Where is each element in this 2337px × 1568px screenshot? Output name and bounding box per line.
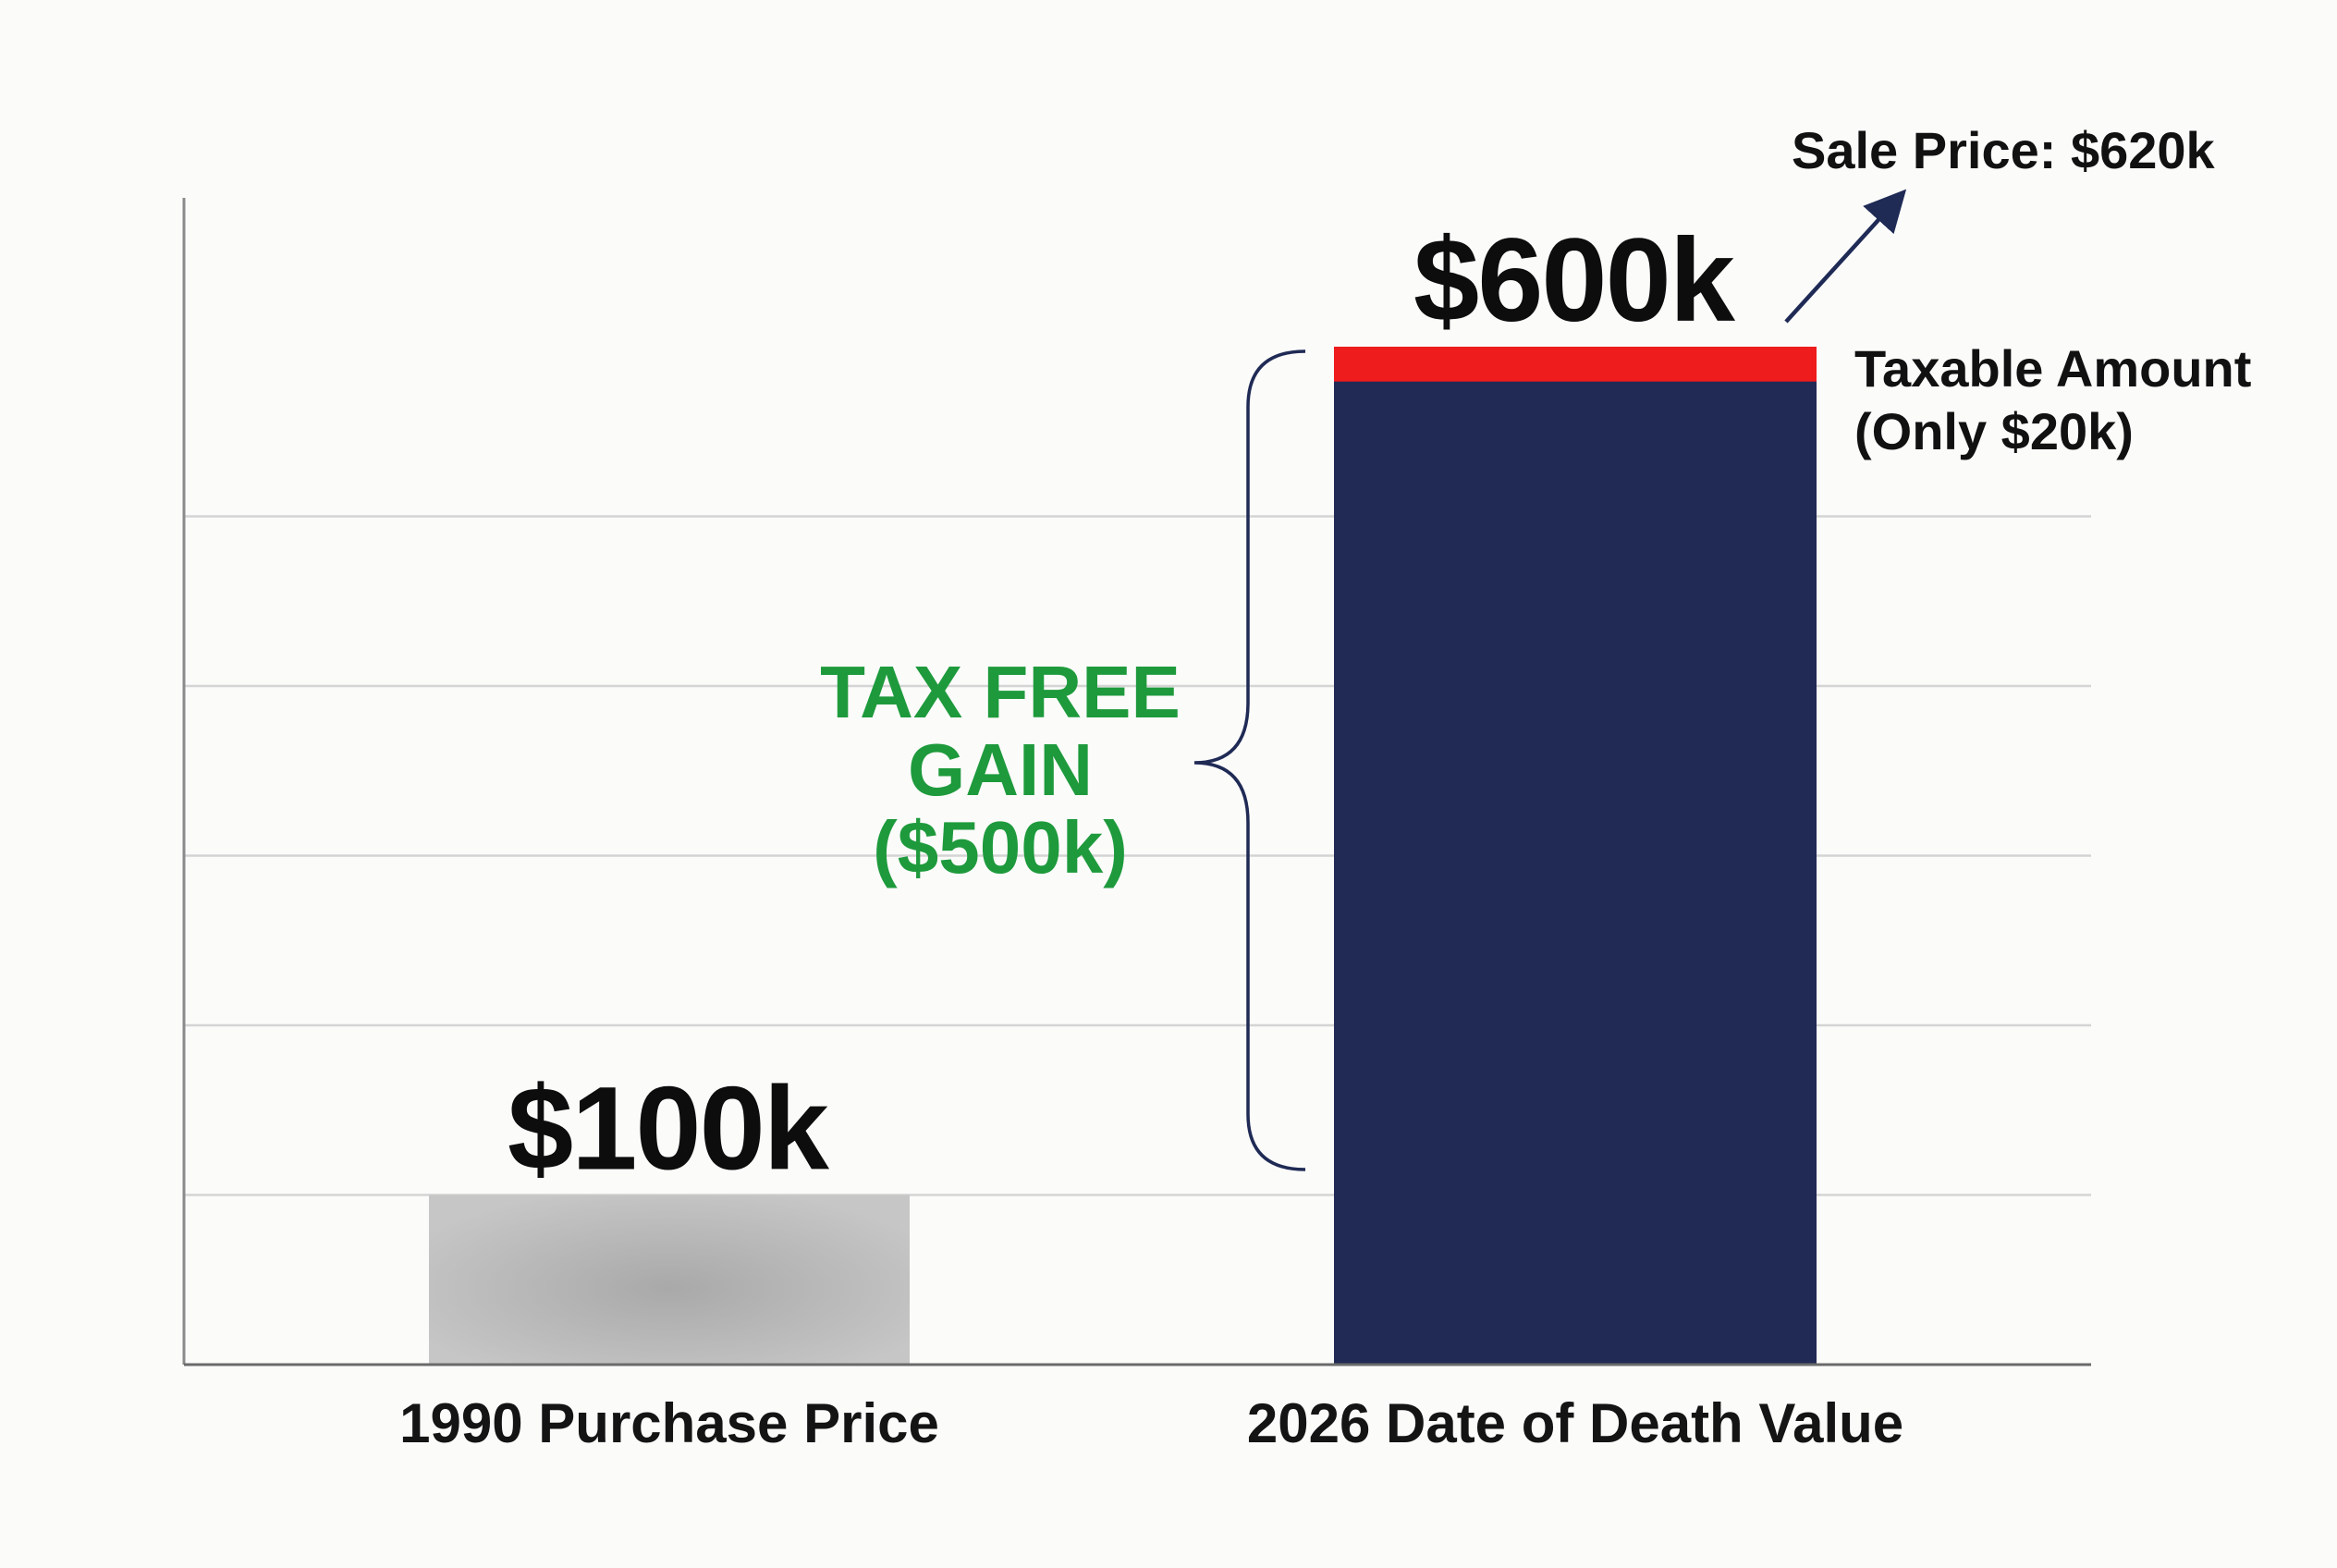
taxable-label-line2: (Only $20k) bbox=[1854, 402, 2134, 460]
bar-purchase-price bbox=[429, 1194, 910, 1365]
tax-free-label-line2: GAIN bbox=[908, 729, 1093, 811]
x-tick-label-death-value: 2026 Date of Death Value bbox=[1247, 1392, 1903, 1454]
tax-free-label-line3: ($500k) bbox=[873, 806, 1128, 888]
bars bbox=[429, 347, 1817, 1365]
tax-free-brace bbox=[1193, 349, 1306, 1171]
sale-price-label: Sale Price: $620k bbox=[1792, 121, 2216, 179]
taxable-annotation: Taxable Amount (Only $20k) bbox=[1854, 339, 2251, 460]
taxable-label-line1: Taxable Amount bbox=[1854, 339, 2251, 398]
x-tick-label-purchase: 1990 Purchase Price bbox=[399, 1392, 939, 1454]
tax-free-annotation: TAX FREE GAIN ($500k) bbox=[820, 651, 1181, 888]
bar-taxable-segment bbox=[1334, 347, 1817, 382]
sale-price-arrow bbox=[1784, 189, 1907, 324]
bar-date-of-death-value bbox=[1334, 347, 1817, 1365]
tax-free-label-line1: TAX FREE bbox=[820, 651, 1181, 733]
bar-value-label-death-value: $600k bbox=[1413, 214, 1736, 347]
bar-value-label-purchase: $100k bbox=[508, 1063, 830, 1195]
